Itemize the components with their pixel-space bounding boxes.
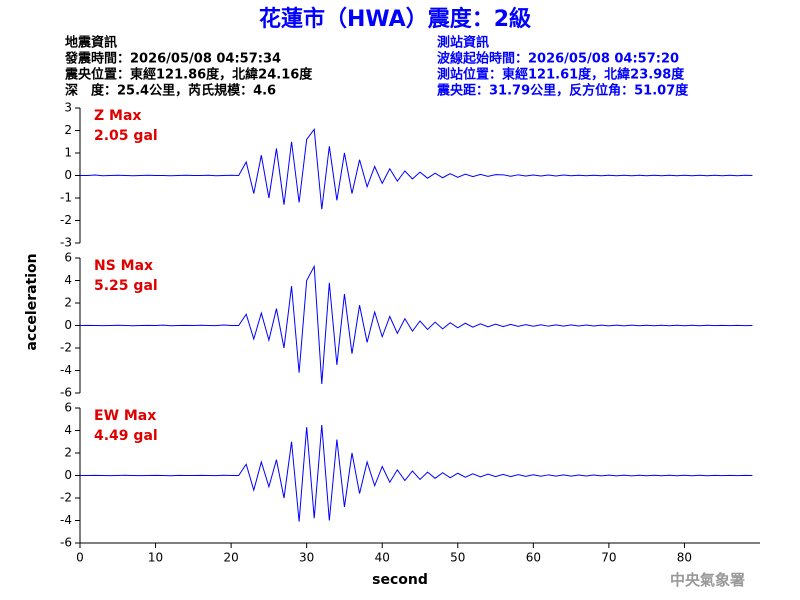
watermark: 中央氣象署 <box>670 571 745 589</box>
info-text: 深 度：25.4公里，芮氏規模：4.6 <box>65 83 276 99</box>
x-tick-label: 10 <box>148 551 163 565</box>
x-tick-label: 70 <box>601 551 616 565</box>
y-tick-label: 4 <box>64 423 72 437</box>
annotation: Z Max <box>94 108 141 124</box>
annotation: 5.25 gal <box>94 278 158 294</box>
y-tick-label: 0 <box>64 318 72 332</box>
x-tick-label: 20 <box>223 551 238 565</box>
x-tick-label: 40 <box>375 551 390 565</box>
annotation: EW Max <box>94 408 156 424</box>
y-tick-label: -2 <box>60 213 72 227</box>
waveform <box>80 128 753 210</box>
info-text: 發震時間：2026/05/08 04:57:34 <box>64 51 281 67</box>
y-tick-label: -6 <box>60 386 72 400</box>
y-tick-label: -4 <box>60 513 72 527</box>
y-tick-label: 3 <box>64 101 72 115</box>
station-text: 測站位置：東經121.61度，北緯23.98度 <box>437 67 685 83</box>
y-tick-label: -2 <box>60 341 72 355</box>
info-text: 震央位置：東經121.86度，北緯24.16度 <box>64 67 313 83</box>
info-text: 地震資訊 <box>65 35 117 51</box>
chart-title: 花蓮市（HWA）震度：2級 <box>259 6 531 32</box>
waveform <box>80 424 753 522</box>
station-text: 測站資訊 <box>437 35 489 51</box>
y-tick-label: 4 <box>64 273 72 287</box>
y-tick-label: 2 <box>64 446 72 460</box>
station-text: 波線起始時間：2026/05/08 04:57:20 <box>437 51 679 67</box>
y-tick-label: 2 <box>64 123 72 137</box>
annotation: 4.49 gal <box>94 428 158 444</box>
y-tick-label: 2 <box>64 296 72 310</box>
x-tick-label: 60 <box>526 551 541 565</box>
y-tick-label: 1 <box>64 146 72 160</box>
y-tick-label: -2 <box>60 491 72 505</box>
y-tick-label: 6 <box>64 401 72 415</box>
y-tick-label: 6 <box>64 251 72 265</box>
y-tick-label: -3 <box>60 236 72 250</box>
annotation: NS Max <box>94 258 153 274</box>
waveform <box>79 264 753 385</box>
y-tick-label: 0 <box>64 168 72 182</box>
x-tick-label: 80 <box>677 551 692 565</box>
x-tick-label: 30 <box>299 551 314 565</box>
x-axis-label: second <box>372 572 428 588</box>
annotation: 2.05 gal <box>94 128 158 144</box>
y-tick-label: -6 <box>60 536 72 550</box>
x-tick-label: 50 <box>450 551 465 565</box>
y-axis-label: acceleration <box>24 253 40 350</box>
station-text: 震央距：31.79公里，反方位角：51.07度 <box>436 83 689 99</box>
y-tick-label: -4 <box>60 363 72 377</box>
y-tick-label: -1 <box>60 191 72 205</box>
y-tick-label: 0 <box>64 468 72 482</box>
x-tick-label: 0 <box>76 551 84 565</box>
